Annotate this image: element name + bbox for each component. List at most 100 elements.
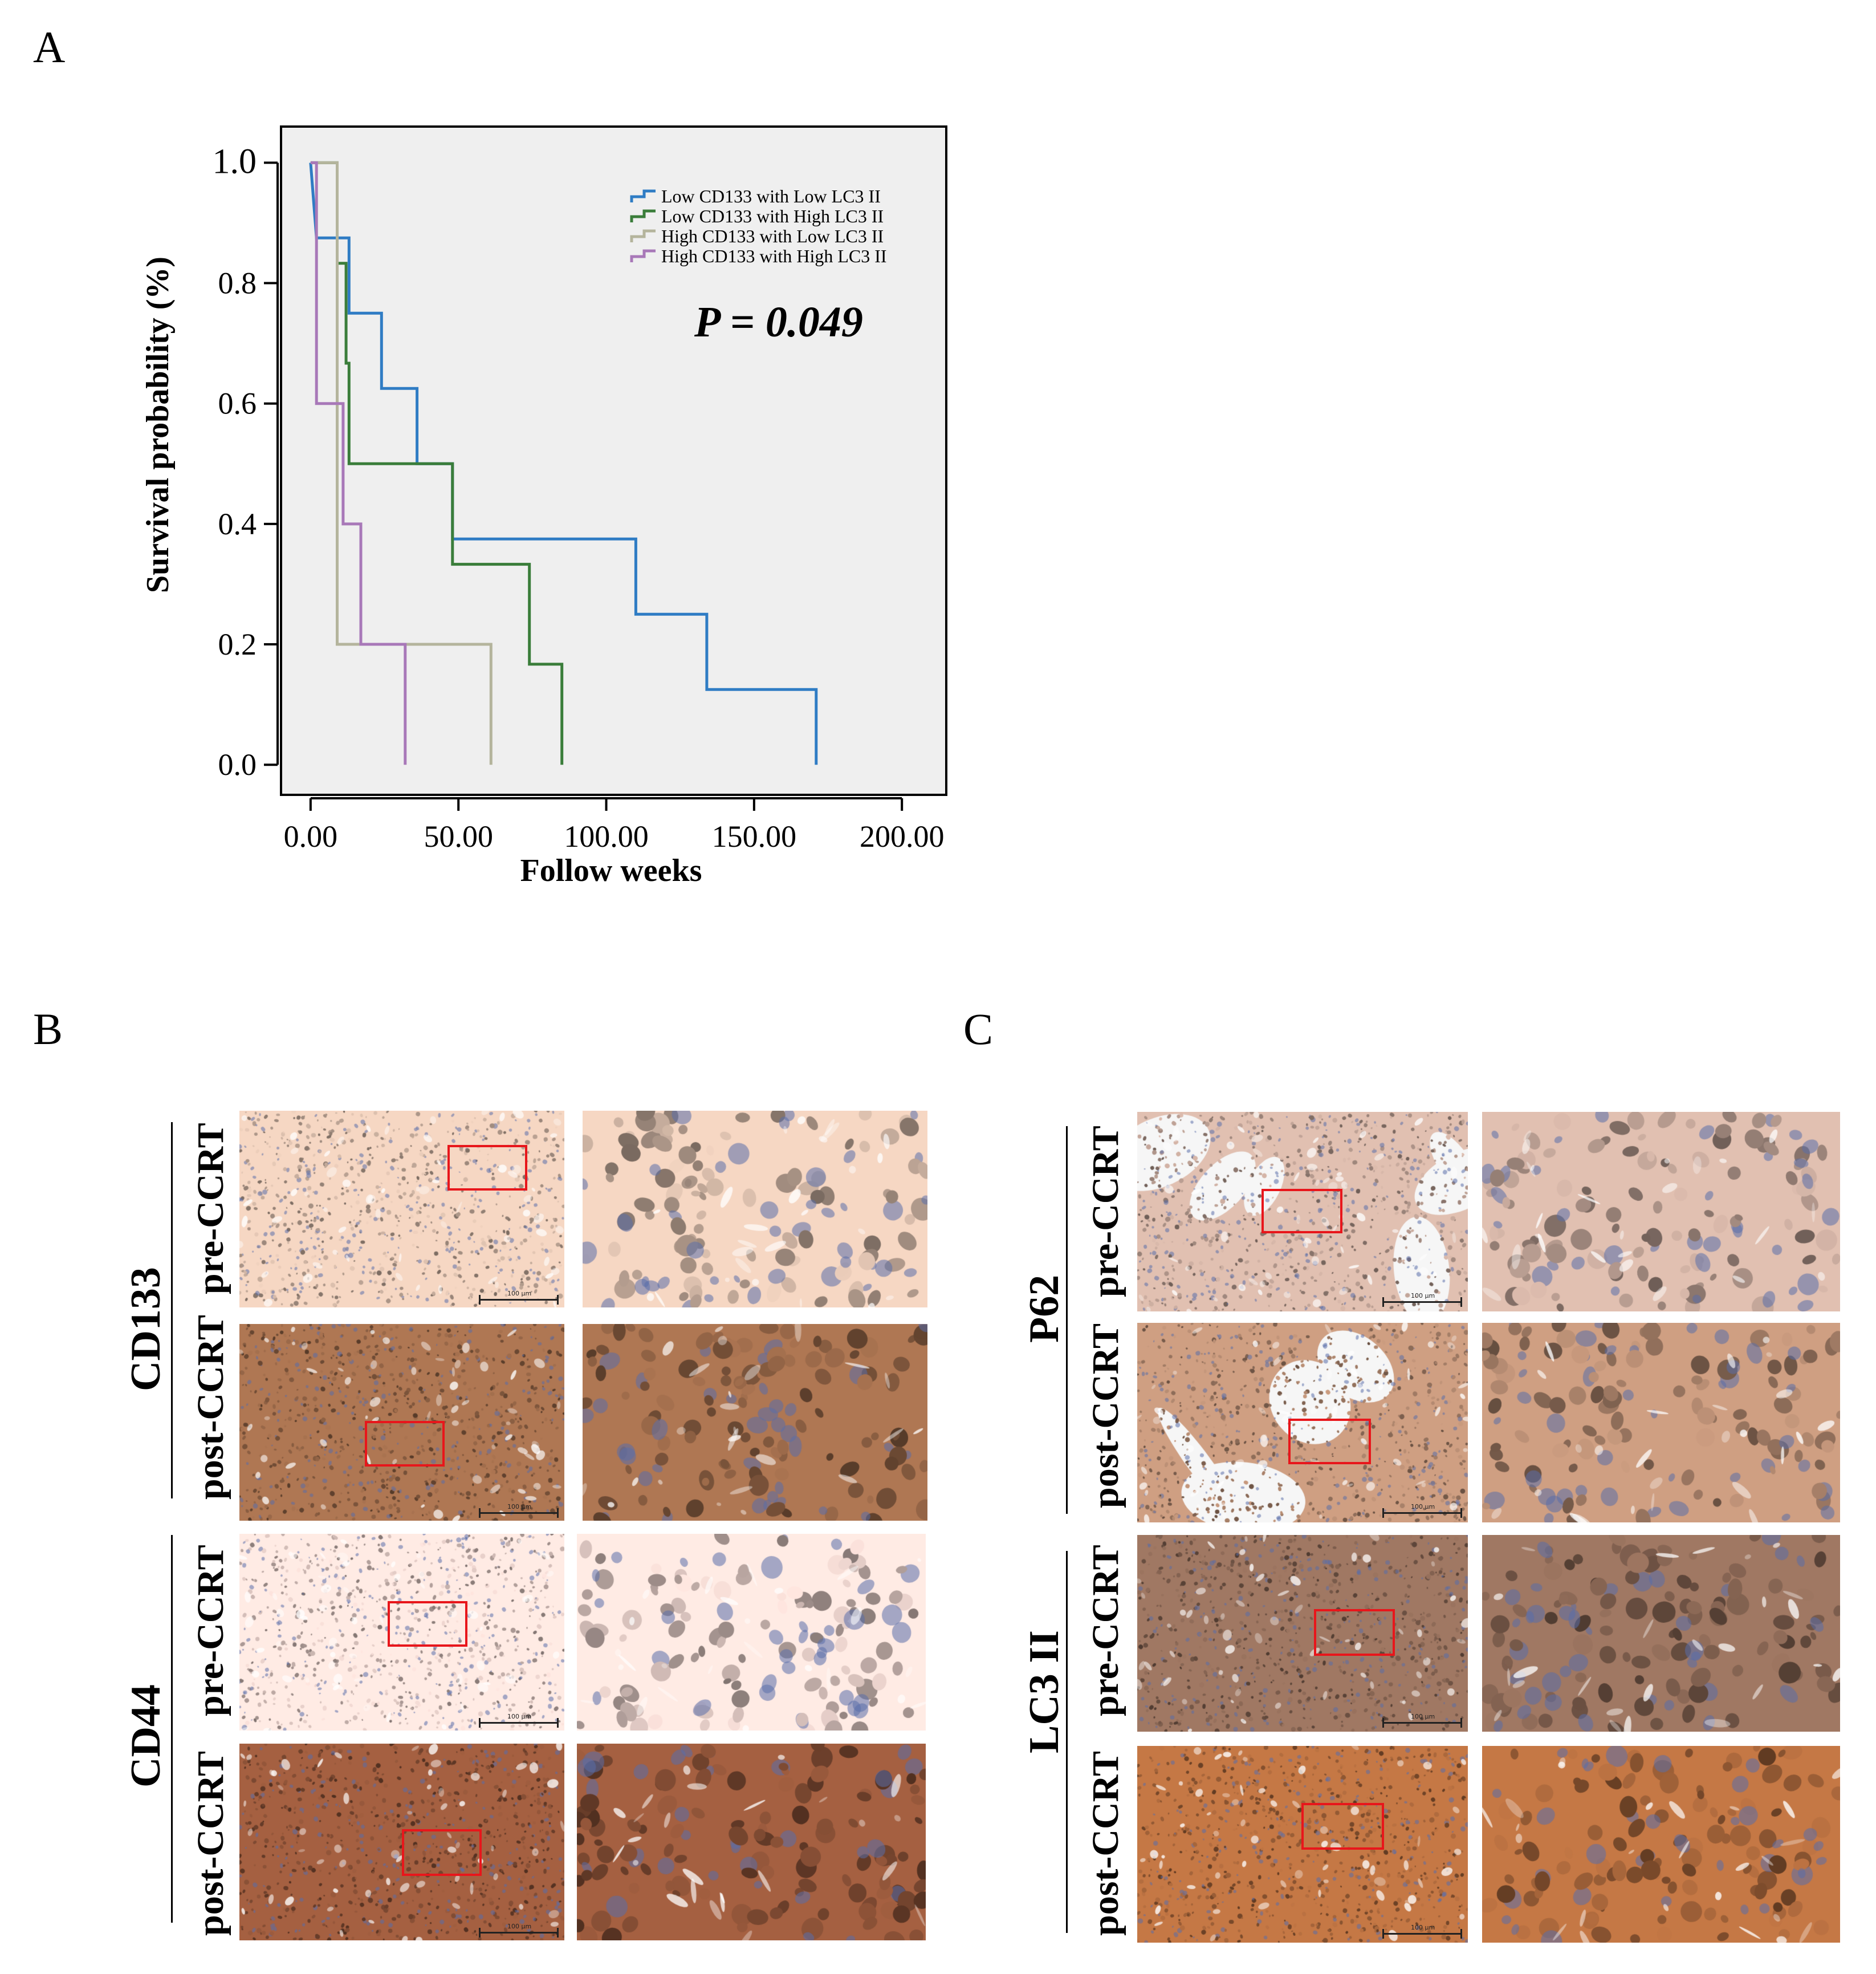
micrograph-texture bbox=[1482, 1112, 1840, 1311]
micrograph-texture bbox=[239, 1534, 564, 1731]
y-tick-label: 0.2 bbox=[218, 627, 257, 661]
marker-label-cd44: CD44 bbox=[123, 1684, 169, 1788]
survival-curves bbox=[309, 161, 818, 765]
survival-curve-3 bbox=[310, 161, 493, 765]
micrograph-b-cd133-pre-high bbox=[583, 1111, 927, 1307]
marker-label-p62: P62 bbox=[1021, 1274, 1068, 1343]
plot-background bbox=[280, 125, 947, 796]
y-tick-label: 0.0 bbox=[218, 748, 257, 782]
micrograph-b-cd133-post-high bbox=[583, 1324, 927, 1521]
scale-bar-label: 100 μm bbox=[1411, 1924, 1435, 1931]
survival-chart: 0.00 50.00 100.00 150.00 200.00 0.0 0.2 0.4 0.6 0… bbox=[140, 125, 947, 888]
marker-label-lc3: LC3 II bbox=[1021, 1630, 1068, 1753]
row-label-b-cd44-post: post-CCRT bbox=[190, 1750, 231, 1936]
roi-box bbox=[388, 1601, 467, 1647]
micrograph-c-p62-pre-low: 100 μm bbox=[1137, 1112, 1468, 1311]
roi-box bbox=[365, 1421, 445, 1467]
row-label-b-cd133-pre: pre-CCRT bbox=[190, 1123, 231, 1294]
scale-bar bbox=[479, 1508, 559, 1518]
y-tick-label: 1.0 bbox=[213, 142, 257, 181]
scale-bar bbox=[1382, 1929, 1462, 1939]
micrograph-texture bbox=[239, 1111, 564, 1307]
micrograph-c-lc3-post-low: 100 μm bbox=[1137, 1746, 1468, 1943]
micrograph-c-p62-pre-high bbox=[1482, 1112, 1840, 1311]
scale-bar-label: 100 μm bbox=[507, 1503, 532, 1510]
x-tick-label: 150.00 bbox=[712, 819, 797, 854]
legend-swatch bbox=[630, 249, 656, 262]
x-tick-label: 50.00 bbox=[424, 819, 493, 854]
micrograph-b-cd44-post-low: 100 μm bbox=[239, 1744, 564, 1940]
row-label-b-cd44-pre: pre-CCRT bbox=[190, 1545, 231, 1716]
micrograph-texture bbox=[1482, 1535, 1840, 1732]
bracket-c-lc3 bbox=[1066, 1551, 1068, 1933]
scale-bar-label: 100 μm bbox=[507, 1290, 532, 1297]
micrograph-b-cd44-pre-high bbox=[577, 1534, 926, 1731]
bracket-c-p62 bbox=[1066, 1126, 1068, 1514]
legend-entry: Low CD133 with Low LC3 II bbox=[661, 186, 881, 206]
micrograph-texture bbox=[1137, 1323, 1468, 1522]
scale-bar bbox=[479, 1928, 559, 1938]
x-axis-title: Follow weeks bbox=[520, 853, 702, 888]
micrograph-texture bbox=[577, 1534, 926, 1731]
roi-box bbox=[402, 1829, 482, 1876]
micrograph-c-lc3-pre-high bbox=[1482, 1535, 1840, 1732]
scale-bar bbox=[1382, 1718, 1462, 1728]
micrograph-texture bbox=[1137, 1112, 1468, 1311]
axes: 0.00 50.00 100.00 150.00 200.00 0.0 0.2 0.4 0.6 0… bbox=[213, 142, 945, 854]
micrograph-b-cd44-pre-low: 100 μm bbox=[239, 1534, 564, 1731]
scale-bar bbox=[1382, 1297, 1462, 1307]
scale-bar-label: 100 μm bbox=[507, 1923, 532, 1930]
legend-entry: High CD133 with Low LC3 II bbox=[661, 226, 884, 246]
bracket-b-cd133 bbox=[171, 1122, 173, 1498]
micrograph-c-lc3-post-high bbox=[1482, 1746, 1840, 1943]
panel-label-c: C bbox=[963, 1004, 994, 1054]
row-label-c-p62-pre: pre-CCRT bbox=[1085, 1126, 1126, 1297]
x-tick-label: 0.00 bbox=[284, 819, 338, 854]
panel-label-a: A bbox=[33, 22, 66, 72]
micrograph-b-cd44-post-high bbox=[577, 1744, 926, 1940]
scale-bar bbox=[1382, 1508, 1462, 1518]
y-tick-label: 0.4 bbox=[218, 507, 257, 541]
legend-entry: High CD133 with High LC3 II bbox=[661, 246, 887, 266]
scale-bar-label: 100 μm bbox=[1411, 1713, 1435, 1720]
roi-box bbox=[1314, 1609, 1395, 1656]
row-label-c-lc3-post: post-CCRT bbox=[1085, 1750, 1126, 1936]
row-label-b-cd133-post: post-CCRT bbox=[190, 1314, 231, 1500]
y-tick-label: 0.6 bbox=[218, 387, 257, 421]
micrograph-texture bbox=[583, 1111, 927, 1307]
roi-box bbox=[1261, 1189, 1342, 1233]
scale-bar bbox=[479, 1718, 559, 1728]
legend-entry: Low CD133 with High LC3 II bbox=[661, 206, 884, 226]
micrograph-texture bbox=[583, 1324, 927, 1521]
micrograph-texture bbox=[1482, 1746, 1840, 1943]
y-tick-label: 0.8 bbox=[218, 266, 257, 300]
micrograph-c-p62-post-high bbox=[1482, 1323, 1840, 1522]
marker-label-cd133: CD133 bbox=[123, 1267, 169, 1391]
roi-box bbox=[1301, 1803, 1384, 1850]
scale-bar-label: 100 μm bbox=[1411, 1503, 1435, 1510]
micrograph-texture bbox=[577, 1744, 926, 1940]
roi-box bbox=[1288, 1419, 1371, 1464]
panel-label-b: B bbox=[33, 1004, 63, 1054]
survival-curve-4 bbox=[310, 161, 407, 765]
x-tick-label: 200.00 bbox=[860, 819, 945, 854]
p-value-annotation: P = 0.049 bbox=[694, 298, 863, 346]
micrograph-texture bbox=[1482, 1323, 1840, 1522]
roi-box bbox=[447, 1145, 527, 1191]
legend-swatch bbox=[630, 189, 656, 202]
micrograph-b-cd133-post-low: 100 μm bbox=[239, 1324, 564, 1521]
y-axis-title: Survival probability (%) bbox=[140, 257, 176, 593]
x-tick-label: 100.00 bbox=[564, 819, 649, 854]
micrograph-c-lc3-pre-low: 100 μm bbox=[1137, 1535, 1468, 1732]
scale-bar bbox=[479, 1295, 559, 1305]
micrograph-c-p62-post-low: 100 μm bbox=[1137, 1323, 1468, 1522]
row-label-c-lc3-pre: pre-CCRT bbox=[1085, 1545, 1126, 1716]
micrograph-texture bbox=[1137, 1535, 1468, 1732]
bracket-b-cd44 bbox=[171, 1535, 173, 1923]
legend-swatch bbox=[630, 209, 656, 222]
scale-bar-label: 100 μm bbox=[507, 1713, 532, 1720]
micrograph-b-cd133-pre-low: 100 μm bbox=[239, 1111, 564, 1307]
row-label-c-p62-post: post-CCRT bbox=[1085, 1323, 1126, 1508]
scale-bar-label: 100 μm bbox=[1411, 1292, 1435, 1299]
